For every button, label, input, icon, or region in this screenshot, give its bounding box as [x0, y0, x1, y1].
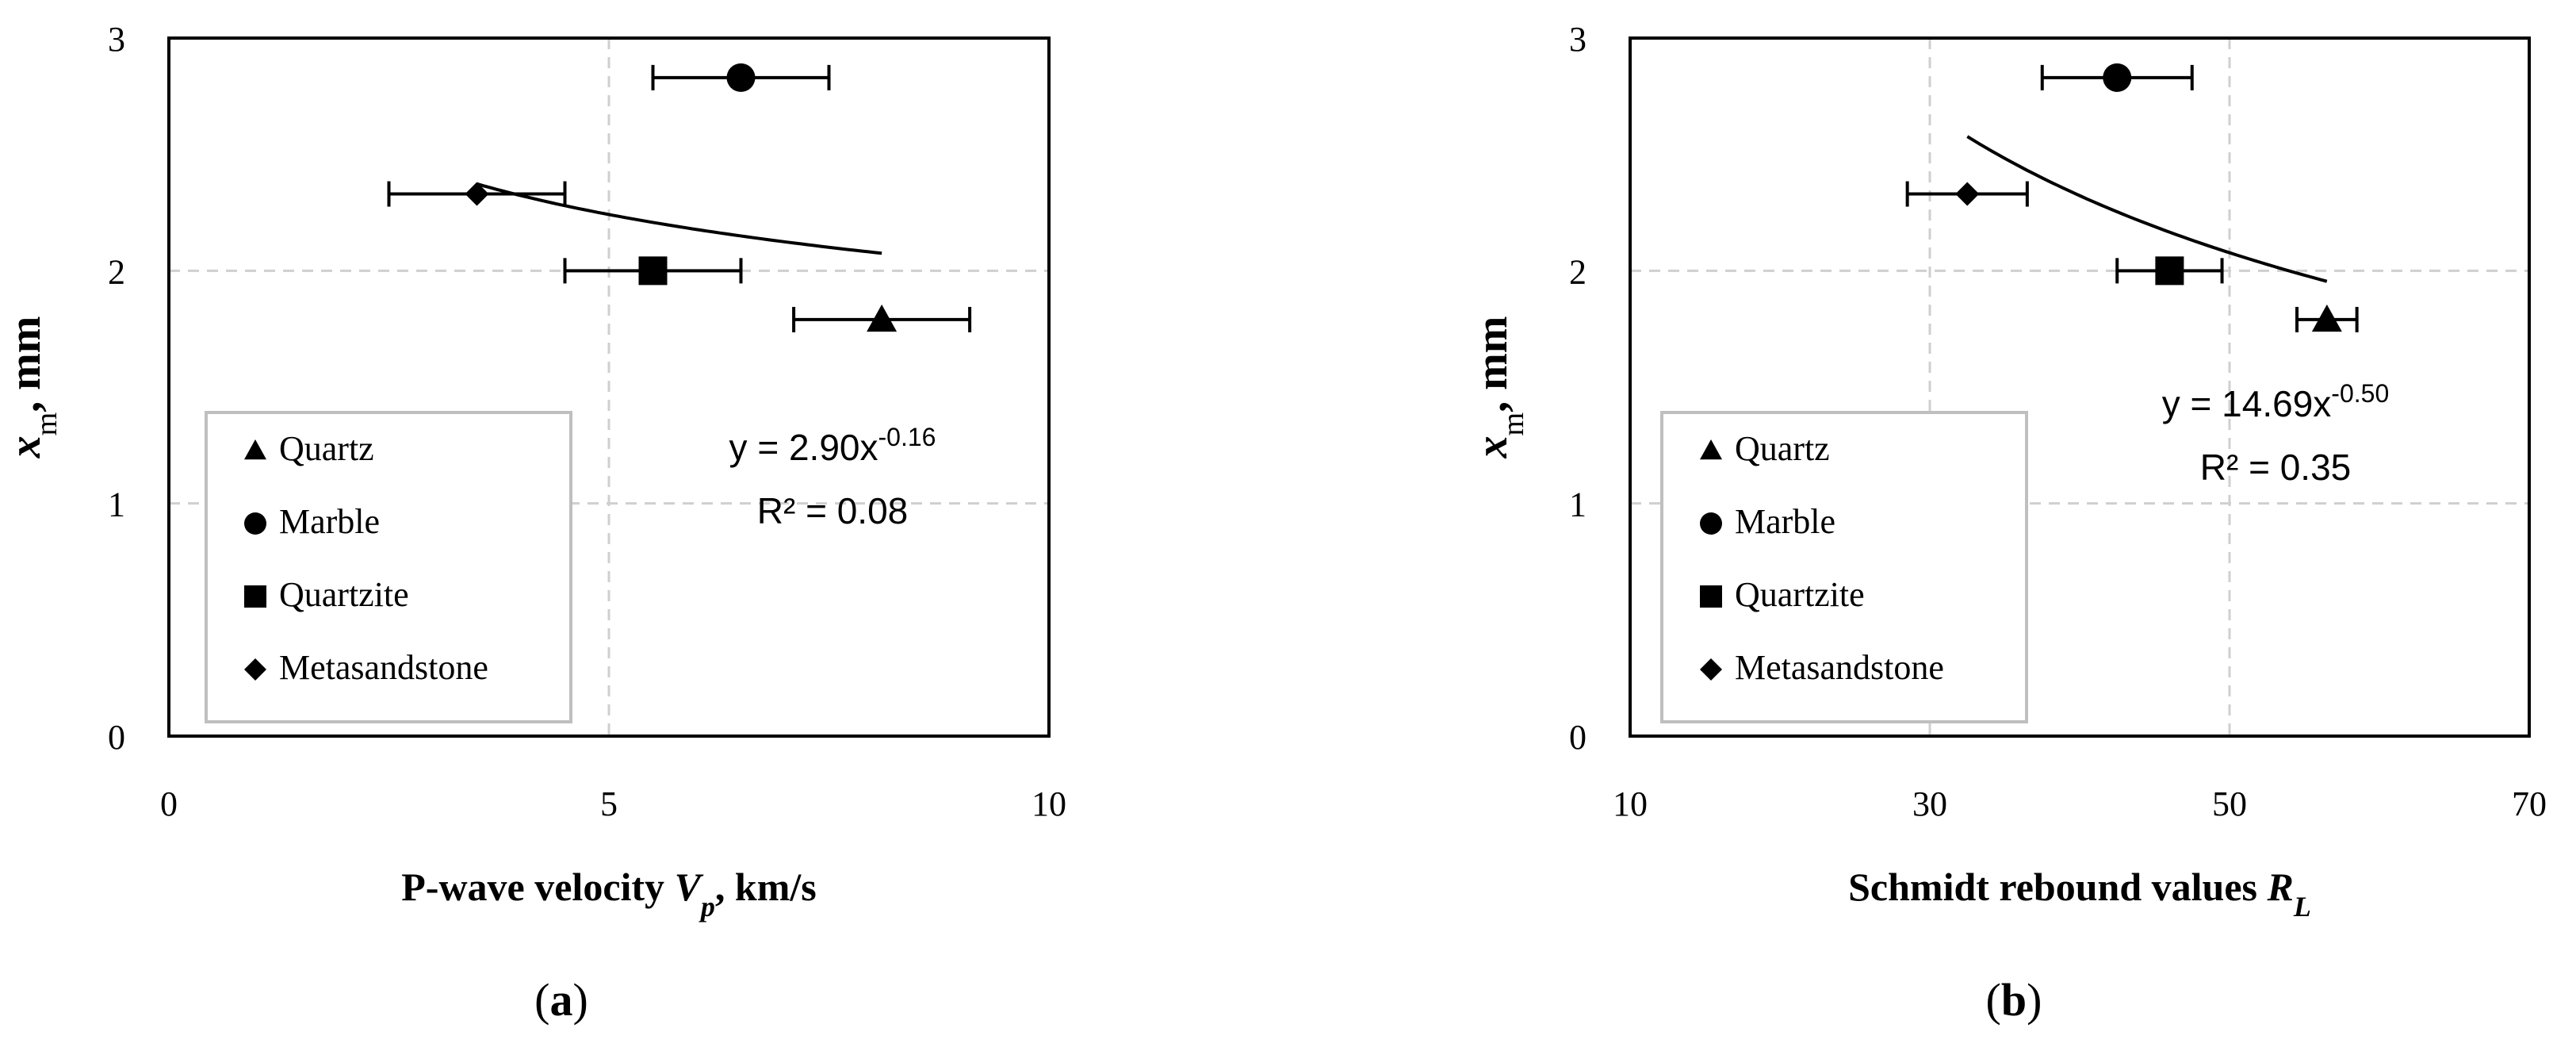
plot-area-border — [1629, 36, 2531, 738]
legend-marker-quartz — [244, 439, 266, 460]
data-point-quartz — [2311, 304, 2342, 332]
x-tick-label: 30 — [1912, 784, 1947, 823]
x-tick-label: 10 — [1613, 784, 1648, 823]
data-point-quartzite — [638, 256, 668, 286]
legend-label: Quartz — [1735, 429, 1830, 468]
legend-label: Marble — [1735, 502, 1835, 541]
x-axis-title: Schmidt rebound values RL — [1848, 865, 2311, 923]
legend-marker-metasandstone — [1700, 658, 1722, 681]
legend-label: Marble — [279, 502, 380, 541]
legend-marker-marble — [1700, 512, 1722, 535]
legend-marker-quartz — [1700, 439, 1722, 460]
x-tick-label: 70 — [2512, 784, 2547, 823]
data-point-metasandstone — [1955, 182, 1980, 206]
y-axis-title: xm, mm — [1468, 316, 1530, 459]
legend-box — [1660, 411, 2028, 723]
data-point-quartz — [867, 304, 898, 332]
y-tick-label: 3 — [1569, 20, 1587, 59]
trendline-equation: y = 14.69x-0.50 — [2162, 379, 2389, 424]
data-point-marble — [726, 63, 756, 92]
y-axis-title: xm, mm — [1, 316, 63, 459]
chart-panel-b: 10 30 50 70 0 1 2 3 Schmidt rebound values RL xm,… — [1468, 20, 2547, 1026]
legend-label: Quartz — [279, 429, 374, 468]
y-tick-label: 3 — [108, 20, 125, 59]
y-tick-label: 1 — [108, 485, 125, 524]
trendline-equation: y = 2.90x-0.16 — [729, 423, 936, 468]
legend-box — [205, 411, 572, 723]
data-point-marble — [2103, 63, 2132, 92]
x-tick-label: 10 — [1032, 784, 1066, 823]
x-tick-label: 50 — [2212, 784, 2247, 823]
plot-area-border — [167, 36, 1051, 738]
legend-marker-quartzite — [1700, 585, 1722, 608]
y-tick-label: 2 — [108, 252, 125, 291]
legend-marker-marble — [244, 512, 266, 535]
legend-label: Metasandstone — [279, 648, 488, 687]
y-tick-label: 0 — [1569, 718, 1587, 757]
x-axis-title: P-wave velocity Vp, km/s — [401, 865, 816, 923]
legend-label: Metasandstone — [1735, 648, 1944, 687]
legend-label: Quartzite — [279, 575, 409, 614]
panel-label: (b) — [1986, 974, 2042, 1026]
power-trendline — [1966, 135, 2328, 283]
y-tick-label: 2 — [1569, 252, 1587, 291]
legend-label: Quartzite — [1735, 575, 1865, 614]
trendline-r-squared: R² = 0.35 — [2200, 447, 2352, 488]
panel-label: (a) — [534, 974, 588, 1026]
y-tick-label: 1 — [1569, 485, 1587, 524]
legend-marker-metasandstone — [244, 658, 266, 681]
chart-panel-a: 0 5 10 0 1 2 3 P-wave velocity Vp, km/s xm, mm Qu… — [1, 20, 1066, 1026]
data-point-metasandstone — [465, 182, 489, 206]
legend-marker-quartzite — [244, 585, 266, 608]
power-trendline — [476, 182, 882, 255]
trendline-r-squared: R² = 0.08 — [757, 490, 909, 531]
x-tick-label: 0 — [160, 784, 178, 823]
x-tick-label: 5 — [600, 784, 618, 823]
y-tick-label: 0 — [108, 718, 125, 757]
data-point-quartzite — [2155, 256, 2184, 286]
